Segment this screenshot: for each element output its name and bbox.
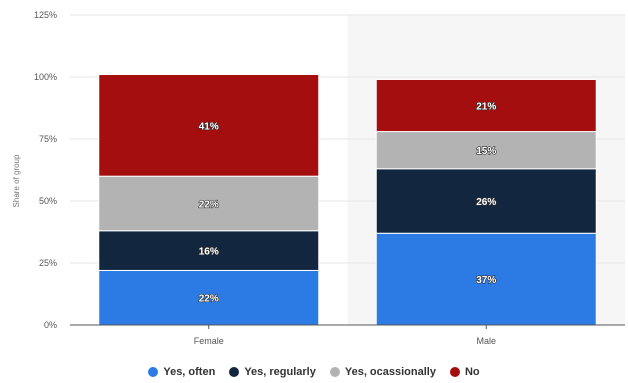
data-label: 22% — [199, 294, 219, 305]
bar-segment — [375, 78, 597, 133]
legend-item[interactable]: Yes, often — [148, 366, 215, 378]
legend-label: Yes, ocassionally — [344, 366, 436, 378]
legend-swatch — [229, 367, 240, 377]
bar-segment — [98, 175, 320, 232]
legend-item[interactable]: No — [449, 366, 480, 378]
data-labels: 22% 16% 22% 41% 37% 26% 15% 21% — [198, 101, 497, 305]
data-label: 26% — [476, 197, 496, 208]
y-tick-label: 100% — [34, 72, 57, 82]
axes: 0% 25% 50% 75% 100% 125% Female Male — [34, 10, 625, 346]
bar-segment — [98, 74, 320, 177]
bar-segment — [98, 269, 320, 326]
data-label: 22% — [199, 199, 219, 210]
data-label: 16% — [199, 247, 219, 258]
y-tick-label: 125% — [34, 10, 57, 20]
bars — [98, 74, 597, 326]
bar-segment — [98, 230, 320, 271]
y-tick-label: 25% — [39, 258, 57, 268]
legend-label: Yes, often — [163, 366, 216, 378]
legend-swatch — [449, 367, 460, 377]
legend-swatch — [148, 367, 159, 377]
y-tick-label: 0% — [44, 320, 57, 330]
y-axis-label: Share of group — [12, 154, 21, 207]
bar-segment — [375, 232, 597, 326]
data-label: 15% — [476, 146, 496, 157]
legend-item[interactable]: Yes, ocassionally — [329, 366, 436, 378]
y-tick-label: 75% — [39, 134, 57, 144]
data-label: 41% — [199, 121, 219, 132]
y-tick-label: 50% — [39, 196, 57, 206]
legend-label: Yes, regularly — [244, 366, 316, 378]
x-category-label: Female — [194, 336, 224, 346]
data-label: 21% — [476, 102, 496, 113]
legend-swatch — [329, 367, 340, 377]
data-label: 37% — [476, 275, 496, 286]
legend-item[interactable]: Yes, regularly — [229, 366, 316, 378]
x-category-label: Male — [476, 336, 496, 346]
legend: Yes, often Yes, regularly Yes, ocassionall… — [0, 366, 628, 378]
stacked-bar-chart: 22% 16% 22% 41% 37% 26% 15% 21% 0% 25% 50% 75% 100%… — [12, 10, 625, 346]
legend-label: No — [464, 366, 480, 378]
